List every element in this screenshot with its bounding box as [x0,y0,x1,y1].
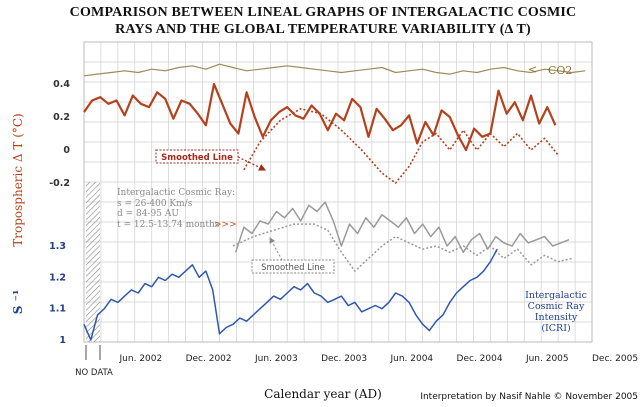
co2-label: CO2 [548,64,572,77]
smoothed-red-label: Smoothed Line [161,153,233,163]
credit-text: Interpretation by Nasif Nahle © November… [420,392,638,402]
gcr-line [234,201,570,254]
chart-title-line2: RAYS AND THE GLOBAL TEMPERATURE VARIABIL… [115,22,531,37]
y-axis-label-temperature: Tropospheric Δ T (°C) [11,113,25,247]
y-tick-temp-label: 0 [63,145,70,156]
chart-title-line1: COMPARISON BETWEEN LINEAL GRAPHS OF INTE… [70,5,577,20]
gcr-info-line1: Intergalactic Cosmic Ray: [117,188,235,198]
y-ticks-temperature: 0.4 0.2 0 -0.2 [49,79,70,189]
gcr-info-line4: t = 12.5-13.74 months [117,220,220,230]
x-tick-label: Dec. 2003 [321,354,367,364]
y-tick-icri-label: 1 [59,335,66,346]
plot-frame [83,41,593,343]
temperature-line [83,82,557,152]
gcr-smoothed-line [232,223,572,272]
x-tick-label: Jun. 2002 [119,354,163,364]
x-tick-label: Jun. 2003 [254,354,298,364]
y-tick-icri-label: 1.3 [49,241,66,252]
smoothed-grey-label: Smoothed Line [261,263,325,273]
gcr-info-line2: s = 26-400 Km/s [117,199,193,209]
icri-label-line2: Cosmic Ray [528,301,585,312]
icri-label-line3: Intensity [535,312,578,323]
y-tick-temp-label: 0.4 [53,79,70,90]
series-layer [83,63,586,341]
smoothed-red-box [155,149,239,164]
no-data-region [86,182,100,342]
smoothed-red-arrow [237,156,267,171]
x-tick-label: Dec. 2005 [592,354,638,364]
temperature-smoothed-line [243,108,559,184]
co2-arrow-glyph: < [528,63,537,76]
x-tick-label: Jun. 2004 [389,354,433,364]
x-ticks: Jun. 2002 Dec. 2002 Jun. 2003 Dec. 2003 Jun.… [119,354,639,364]
y-axis-label-icri: S ⁻¹ [11,290,25,314]
icri-label-line4: (ICRI) [541,323,570,334]
icri-line [83,248,498,341]
y-tick-icri-label: 1.1 [49,304,66,315]
gcr-info-line3: d = 84-95 AU [117,209,179,219]
x-tick-label: Jun. 2005 [525,354,569,364]
y-tick-icri-label: 1.2 [49,272,66,283]
y-ticks-icri: 1.3 1.2 1.1 1 [49,241,66,346]
y-tick-temp-label: 0.2 [53,112,70,123]
icri-label-line1: Intergalactic [525,290,587,301]
gcr-info-arrows: >>> [214,220,237,230]
co2-line [83,63,586,77]
no-data-label: NO DATA [75,368,113,378]
x-tick-label: Dec. 2002 [186,354,232,364]
smoothed-grey-arrow [269,237,283,261]
smoothed-grey-box [251,259,335,274]
y-tick-temp-label: -0.2 [49,178,70,189]
x-tick-label: Dec. 2004 [457,354,503,364]
x-axis-label: Calendar year (AD) [264,387,382,401]
